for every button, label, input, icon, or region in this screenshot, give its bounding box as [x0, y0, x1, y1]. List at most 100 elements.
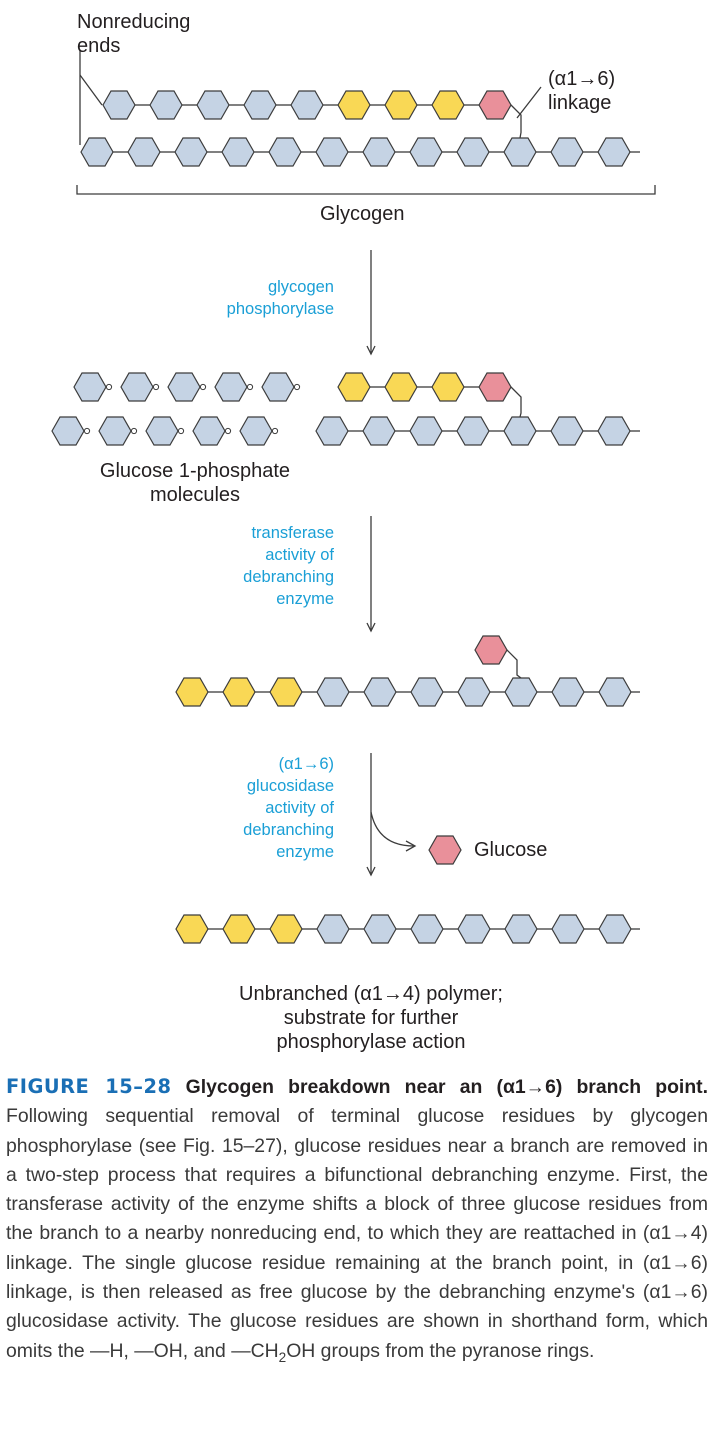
phosphate-group: [224, 427, 232, 435]
glucose-residue: [268, 137, 302, 167]
nonreducing-ends-label: Nonreducing ends: [77, 11, 191, 57]
glucose-residue: [337, 90, 371, 120]
glucosidase-arrow-head: [366, 866, 376, 877]
glucose-residue: [362, 416, 396, 446]
glucose-residue: [315, 137, 349, 167]
glucose-residue: [363, 914, 397, 944]
glucose-residue: [410, 677, 444, 707]
glucose-1-phosphate: [192, 416, 226, 446]
glycogen-bracket: [76, 185, 656, 195]
glucose-residue: [503, 416, 537, 446]
glycosidic-bonds: [113, 104, 640, 930]
glucose-residue: [478, 372, 512, 402]
phosphate-group: [199, 383, 207, 391]
free-glucose: [428, 835, 462, 865]
glucose-residue: [597, 137, 631, 167]
glucose-residue: [597, 416, 631, 446]
glucose-residue: [222, 677, 256, 707]
glucose-1-phosphate: [120, 372, 154, 402]
glucose-release-arrow: [370, 811, 415, 847]
glucose-residue: [384, 372, 418, 402]
linkage-pointer: [516, 86, 542, 119]
nonreducing-end-line: [79, 74, 103, 106]
phosphate-group: [293, 383, 301, 391]
glucose-1-phosphate: [239, 416, 273, 446]
glucose-1-phosphate: [51, 416, 85, 446]
glucose-residue: [175, 914, 209, 944]
alpha-1-6-linkage-label: (α1→6) linkage: [548, 68, 616, 114]
transferase-arrow-head: [366, 622, 376, 633]
phosphorylase-arrow-head: [366, 345, 376, 356]
free-glucose-label: Glucose: [474, 839, 548, 861]
phosphate-group: [105, 383, 113, 391]
glucose-residue: [127, 137, 161, 167]
glucose-residue: [598, 914, 632, 944]
glucose-residue: [456, 416, 490, 446]
glucose-residue: [337, 372, 371, 402]
glucose-residue: [550, 416, 584, 446]
glucose-residue: [478, 90, 512, 120]
glucose-residue: [598, 677, 632, 707]
phosphate-group: [177, 427, 185, 435]
diagram-lines: [76, 50, 656, 877]
glucose-residue: [269, 677, 303, 707]
glucose-residue: [384, 90, 418, 120]
glycogen-breakdown-diagram: [51, 50, 656, 944]
glucose-residue: [102, 90, 136, 120]
glucose-residue: [457, 677, 491, 707]
glucose-residue: [316, 677, 350, 707]
glucose-residue: [503, 137, 537, 167]
alpha-1-6-branch-bond: [510, 104, 522, 139]
alpha-1-6-branch-bond: [506, 649, 522, 679]
glucose-residue: [550, 137, 584, 167]
glucose-residue: [80, 137, 114, 167]
glucose-1-phosphate: [145, 416, 179, 446]
transferase-activity-label: transferase activity of debranching enzy…: [243, 524, 334, 608]
glucose-1-phosphate: [73, 372, 107, 402]
glucose-residue: [551, 914, 585, 944]
glucose-residue: [315, 416, 349, 446]
glycogen-label: Glycogen: [320, 203, 405, 225]
glucose-residue: [221, 137, 255, 167]
phosphate-group: [271, 427, 279, 435]
glucose-residue: [175, 677, 209, 707]
glucose-residue: [431, 90, 465, 120]
phosphate-group: [152, 383, 160, 391]
glucose-residue: [174, 137, 208, 167]
glucose-1-phosphate-label: Glucose 1-phosphate molecules: [99, 460, 291, 506]
glucose-residue: [431, 372, 465, 402]
glucose-residue: [551, 677, 585, 707]
alpha-1-6-branch-bond: [510, 386, 522, 418]
glycogen-phosphorylase-label: glycogen phosphorylase: [226, 278, 334, 318]
phosphate-group: [83, 427, 91, 435]
figure-caption: FIGURE 15–28 Glycogen breakdown near an …: [6, 1072, 708, 1366]
glucose-residue: [456, 137, 490, 167]
figure-title: Glycogen breakdown near an (α1→6) branch…: [185, 1076, 709, 1098]
glucose-residue: [409, 137, 443, 167]
glucose-residue: [409, 416, 443, 446]
glucose-residues: [51, 90, 632, 944]
glucose-1-phosphate: [98, 416, 132, 446]
glucosidase-activity-label: (α1→6) glucosidase activity of debranchi…: [243, 755, 334, 861]
glucose-1-phosphate: [167, 372, 201, 402]
figure-number: FIGURE 15–28: [6, 1075, 172, 1098]
unbranched-polymer-label: Unbranched (α1→4) polymer; substrate for…: [239, 983, 503, 1053]
glucose-residue: [410, 914, 444, 944]
glucose-residue: [149, 90, 183, 120]
branch-glucose-residue: [474, 635, 508, 665]
glucose-residue: [362, 137, 396, 167]
glucose-residue: [222, 914, 256, 944]
glucose-1-phosphate: [261, 372, 295, 402]
glucose-residue: [269, 914, 303, 944]
glucose-residue: [504, 677, 538, 707]
glucose-residue: [504, 914, 538, 944]
glucose-release-arrow-head: [405, 840, 417, 852]
glucose-residue: [243, 90, 277, 120]
caption-body: Following sequential removal of terminal…: [6, 1105, 708, 1365]
glucose-residue: [196, 90, 230, 120]
glucose-residue: [290, 90, 324, 120]
glucose-1-phosphate: [214, 372, 248, 402]
glucose-residue: [457, 914, 491, 944]
phosphate-group: [246, 383, 254, 391]
phosphate-group: [130, 427, 138, 435]
